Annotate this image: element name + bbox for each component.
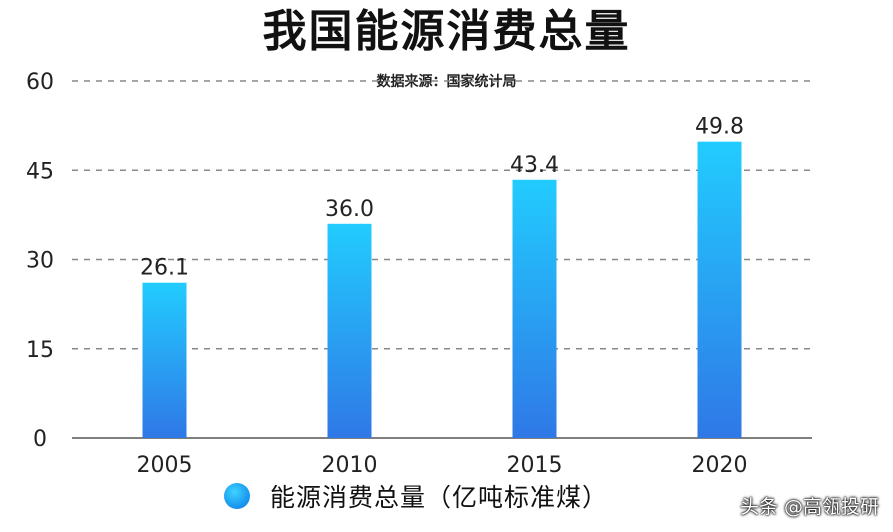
y-tick-label: 45 [26, 159, 54, 184]
y-tick-label: 15 [26, 338, 54, 363]
y-tick-label: 60 [26, 70, 54, 95]
y-tick-label: 30 [26, 249, 54, 274]
bar-2015 [512, 179, 557, 438]
x-tick-label-2005: 2005 [137, 453, 193, 478]
bar-2005 [142, 282, 187, 438]
x-axis-ticks: 2005 2010 2015 2020 [137, 453, 748, 478]
legend-label: 能源消费总量（亿吨标准煤） [270, 483, 609, 512]
chart-title: 我国能源消费总量 [262, 6, 631, 57]
data-label-2010: 36.0 [325, 197, 374, 222]
x-tick-label-2010: 2010 [322, 453, 378, 478]
data-label-2015: 43.4 [510, 153, 559, 178]
grid-lines [72, 80, 812, 439]
legend-marker-icon [224, 483, 250, 509]
legend: 能源消费总量（亿吨标准煤） [224, 478, 608, 514]
data-label-2020: 49.8 [695, 115, 744, 140]
bar-2010 [327, 223, 372, 438]
watermark: 头条 @高瓴投研 [739, 496, 879, 518]
bar-2020 [697, 141, 742, 438]
bars [142, 141, 742, 438]
data-label-2005: 26.1 [140, 256, 189, 281]
y-axis-ticks: 0 15 30 45 60 [26, 70, 54, 452]
x-tick-label-2015: 2015 [507, 453, 563, 478]
x-tick-label-2020: 2020 [692, 453, 748, 478]
data-labels: 26.1 36.0 43.4 49.8 [140, 115, 744, 281]
y-tick-label: 0 [33, 427, 47, 452]
chart-subtitle: 数据来源：国家统计局 [376, 74, 517, 90]
